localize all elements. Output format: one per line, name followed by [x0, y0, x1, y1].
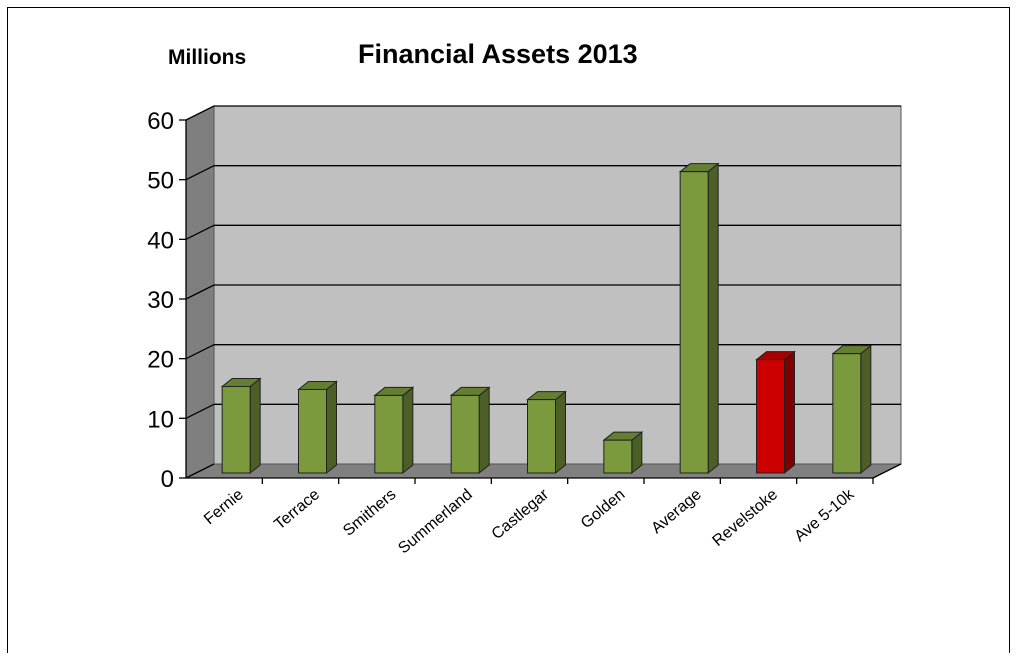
bar [833, 346, 871, 473]
bar [222, 378, 260, 473]
bar-front [222, 386, 250, 473]
y-tick-label: 30 [147, 287, 174, 314]
bar [528, 392, 566, 473]
y-tick-label: 10 [147, 406, 174, 433]
y-tick-label: 20 [147, 347, 174, 374]
unit-label: Millions [168, 46, 246, 69]
x-tick-label: Terrace [271, 486, 323, 533]
x-tick-label: Fernie [201, 486, 247, 528]
x-tick-label: Summerland [395, 486, 475, 557]
bar-front [680, 172, 708, 473]
bar-front [299, 389, 327, 473]
bar [299, 381, 337, 473]
bar-side [785, 352, 795, 473]
bar-side [861, 346, 871, 473]
x-tick-label: Revelstoke [710, 486, 782, 550]
bar-side [708, 164, 718, 473]
x-tick-label: Golden [578, 486, 628, 532]
bar-side [479, 387, 489, 473]
bar-front [375, 395, 403, 473]
bar-side [556, 392, 566, 473]
bar-front [604, 440, 632, 473]
bar-front [528, 400, 556, 473]
bar [757, 352, 795, 473]
bar-front [451, 395, 479, 473]
bar-side [327, 381, 337, 473]
bar [451, 387, 489, 473]
x-tick-label: Average [648, 486, 704, 537]
bar [680, 164, 718, 473]
x-tick-label: Ave 5-10k [792, 485, 859, 545]
y-tick-label: 40 [147, 227, 174, 254]
x-tick-label: Castlegar [489, 486, 553, 543]
bar-front [757, 360, 785, 473]
bar-side [403, 387, 413, 473]
bar [375, 387, 413, 473]
y-tick-label: 0 [161, 466, 174, 493]
x-tick-label: Smithers [340, 486, 399, 540]
chart-title: Financial Assets 2013 [358, 39, 638, 69]
y-axis: 0 10 20 30 40 50 60 [147, 108, 186, 493]
y-tick-label: 60 [147, 108, 174, 135]
bar-front [833, 354, 861, 473]
y-tick-label: 50 [147, 168, 174, 195]
bar-side [250, 378, 260, 473]
bar [604, 432, 642, 473]
